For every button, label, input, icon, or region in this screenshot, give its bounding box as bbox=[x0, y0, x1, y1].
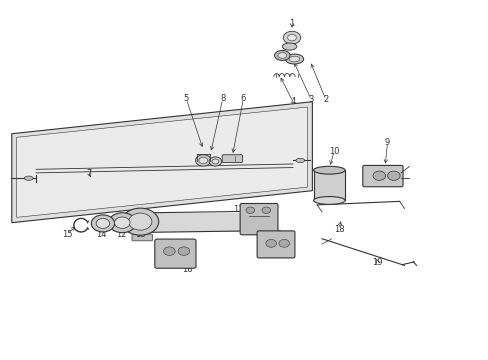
Circle shape bbox=[209, 157, 221, 166]
Ellipse shape bbox=[313, 166, 345, 174]
Bar bbox=[138, 213, 264, 233]
Text: 1: 1 bbox=[289, 19, 294, 28]
Polygon shape bbox=[17, 107, 307, 217]
FancyBboxPatch shape bbox=[132, 234, 152, 241]
Circle shape bbox=[278, 239, 289, 247]
Circle shape bbox=[372, 171, 385, 180]
Circle shape bbox=[195, 155, 211, 166]
Circle shape bbox=[386, 171, 399, 180]
Text: 2: 2 bbox=[323, 95, 328, 104]
Text: 14: 14 bbox=[96, 230, 106, 239]
Ellipse shape bbox=[277, 53, 286, 58]
Circle shape bbox=[178, 247, 189, 256]
Circle shape bbox=[96, 219, 109, 228]
Ellipse shape bbox=[133, 212, 142, 231]
FancyBboxPatch shape bbox=[155, 239, 196, 268]
FancyBboxPatch shape bbox=[362, 165, 402, 187]
FancyBboxPatch shape bbox=[240, 203, 277, 235]
Text: 17: 17 bbox=[270, 230, 281, 239]
Circle shape bbox=[91, 215, 114, 232]
Text: 8: 8 bbox=[220, 94, 225, 103]
Text: 16: 16 bbox=[182, 265, 192, 274]
Circle shape bbox=[245, 207, 254, 213]
Text: 11: 11 bbox=[233, 205, 244, 214]
Circle shape bbox=[283, 31, 300, 44]
Circle shape bbox=[128, 213, 152, 230]
Text: 4: 4 bbox=[290, 97, 295, 106]
Bar bbox=[313, 170, 345, 201]
Ellipse shape bbox=[313, 197, 345, 204]
Ellipse shape bbox=[295, 158, 304, 163]
Circle shape bbox=[212, 159, 218, 164]
Circle shape bbox=[108, 213, 136, 233]
Circle shape bbox=[265, 239, 276, 247]
Circle shape bbox=[114, 217, 130, 228]
FancyBboxPatch shape bbox=[222, 155, 242, 163]
Circle shape bbox=[287, 35, 296, 41]
Text: 13: 13 bbox=[135, 230, 145, 239]
Polygon shape bbox=[12, 102, 312, 223]
Text: 7: 7 bbox=[86, 169, 92, 178]
Circle shape bbox=[163, 247, 175, 256]
Ellipse shape bbox=[274, 50, 289, 60]
Circle shape bbox=[122, 208, 159, 235]
Ellipse shape bbox=[288, 56, 299, 62]
Circle shape bbox=[199, 157, 207, 164]
Ellipse shape bbox=[24, 176, 33, 180]
Text: 19: 19 bbox=[372, 258, 382, 267]
FancyBboxPatch shape bbox=[257, 231, 294, 258]
Text: 3: 3 bbox=[308, 95, 313, 104]
Text: 6: 6 bbox=[241, 94, 246, 103]
Text: 5: 5 bbox=[183, 94, 188, 103]
Text: 9: 9 bbox=[384, 138, 389, 147]
Ellipse shape bbox=[282, 43, 296, 50]
Text: 10: 10 bbox=[328, 147, 339, 156]
Ellipse shape bbox=[285, 54, 303, 64]
Circle shape bbox=[262, 207, 270, 213]
Text: 12: 12 bbox=[115, 230, 126, 239]
Text: 15: 15 bbox=[62, 230, 73, 239]
Text: 18: 18 bbox=[333, 225, 344, 234]
